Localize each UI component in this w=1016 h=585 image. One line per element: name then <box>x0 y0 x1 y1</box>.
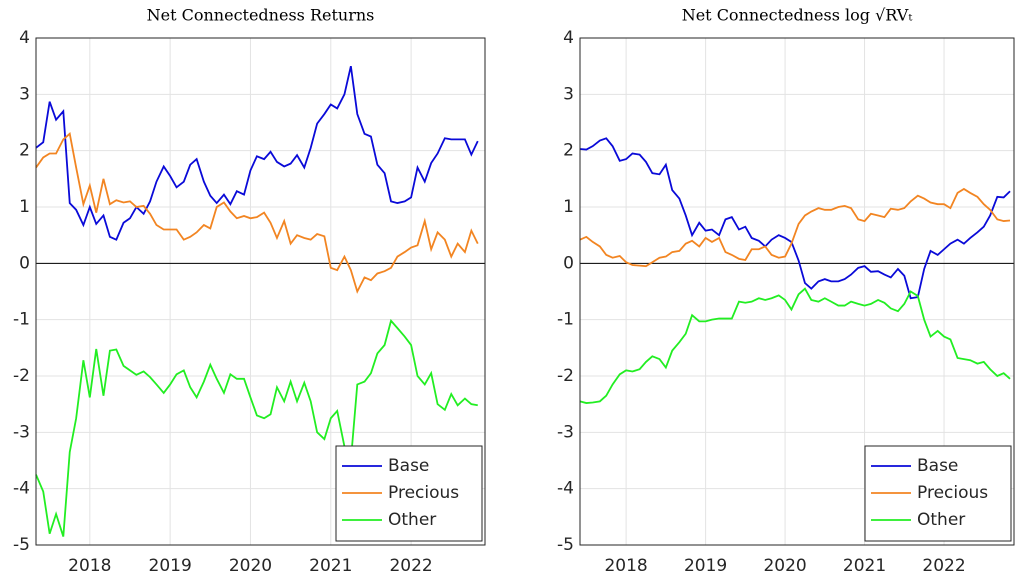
y-tick-label: -3 <box>13 422 30 442</box>
x-tick-label: 2022 <box>389 556 432 576</box>
y-tick-label: 4 <box>19 28 30 48</box>
axes-box <box>35 37 486 546</box>
y-tick-label: 3 <box>563 84 574 104</box>
y-tick-label: 3 <box>19 84 30 104</box>
legend-label: Base <box>917 456 958 476</box>
legend-label: Base <box>388 456 429 476</box>
y-tick-label: -5 <box>13 535 30 555</box>
chart-title: Net Connectedness log √RVₜ <box>682 6 913 25</box>
x-tick-label: 2020 <box>229 556 272 576</box>
y-tick-label: 0 <box>563 253 574 273</box>
legend-label: Other <box>917 510 965 530</box>
x-tick-label: 2020 <box>763 556 806 576</box>
legend-label: Precious <box>388 483 459 503</box>
x-tick-label: 2019 <box>149 556 192 576</box>
y-tick-label: 4 <box>563 28 574 48</box>
x-tick-label: 2019 <box>684 556 727 576</box>
series-line <box>35 132 479 294</box>
y-tick-label: -3 <box>557 422 574 442</box>
x-tick-label: 2018 <box>68 556 111 576</box>
series-line <box>579 137 1011 300</box>
y-tick-label: 1 <box>563 197 574 217</box>
y-tick-label: 2 <box>563 141 574 161</box>
y-tick-label: 1 <box>19 197 30 217</box>
series-line <box>35 65 479 241</box>
chart-title: Net Connectedness Returns <box>147 6 375 25</box>
legend: Base Precious Other <box>335 445 483 542</box>
axes-box <box>579 37 1015 546</box>
legend: Base Precious Other <box>864 445 1012 542</box>
series-line <box>579 187 1011 268</box>
y-tick-label: -1 <box>13 310 30 330</box>
y-tick-label: 0 <box>19 253 30 273</box>
y-tick-label: -4 <box>557 479 574 499</box>
legend-label: Other <box>388 510 436 530</box>
y-tick-label: -2 <box>13 366 30 386</box>
panel: -5 -4 -3 -2 -1 0 1 2 3 4 2018 2019 2020 2021 2022 Net C… <box>557 6 1015 576</box>
series-line <box>579 287 1011 404</box>
y-tick-label: -4 <box>13 479 30 499</box>
y-tick-label: 2 <box>19 141 30 161</box>
y-tick-label: -2 <box>557 366 574 386</box>
legend-label: Precious <box>917 483 988 503</box>
y-tick-label: -5 <box>557 535 574 555</box>
series-line <box>35 318 478 537</box>
x-tick-label: 2022 <box>922 556 965 576</box>
x-tick-label: 2018 <box>604 556 647 576</box>
x-tick-label: 2021 <box>309 556 352 576</box>
y-tick-label: -1 <box>557 310 574 330</box>
x-tick-label: 2021 <box>843 556 886 576</box>
panel: -5 -4 -3 -2 -1 0 1 2 3 4 2018 2019 2020 2021 2022 Net C… <box>13 6 486 576</box>
